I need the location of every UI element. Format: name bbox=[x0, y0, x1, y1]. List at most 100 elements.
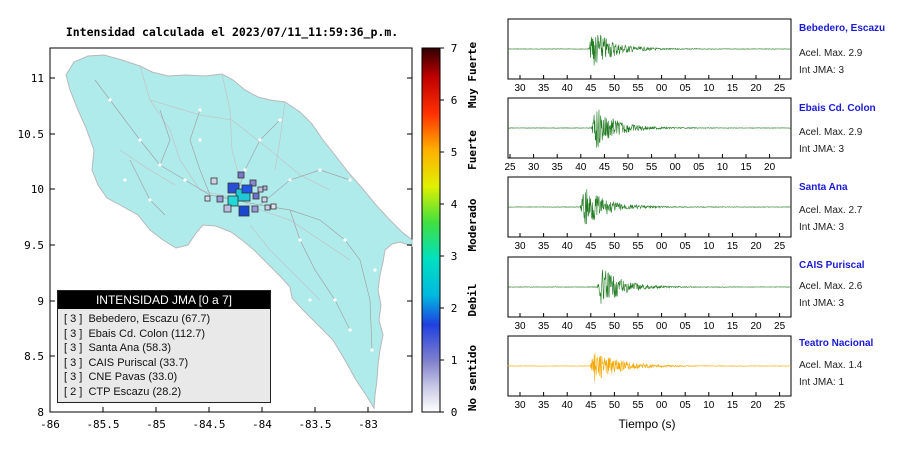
time-tick-label: 55 bbox=[632, 241, 644, 252]
colorbar-category-label: Muy Fuerte bbox=[466, 42, 479, 109]
city-markers bbox=[108, 98, 377, 352]
time-tick-label: 05 bbox=[680, 83, 692, 94]
time-tick-label: 20 bbox=[750, 83, 762, 94]
time-tick-label: 30 bbox=[514, 400, 526, 411]
station-accel: Acel. Max. 2.9 bbox=[799, 48, 863, 59]
time-tick-label: 50 bbox=[609, 83, 621, 94]
time-tick-label: 15 bbox=[740, 162, 752, 173]
map-y-tick-label: 9.5 bbox=[24, 239, 44, 252]
time-tick-label: 30 bbox=[514, 83, 526, 94]
time-tick-label: 40 bbox=[562, 241, 574, 252]
time-tick-label: 15 bbox=[727, 400, 739, 411]
colorbar-tick-label: 7 bbox=[451, 42, 458, 55]
map-x-tick-label: -83.5 bbox=[298, 418, 331, 431]
time-tick-label: 55 bbox=[632, 321, 644, 332]
colorbar-category-label: Debil bbox=[466, 283, 479, 316]
station-jma: Int JMA: 3 bbox=[799, 144, 845, 155]
time-tick-label: 35 bbox=[538, 83, 550, 94]
time-tick-label: 25 bbox=[774, 241, 786, 252]
waveform-trace bbox=[508, 34, 792, 66]
time-tick-label: 50 bbox=[622, 162, 634, 173]
legend-title: INTENSIDAD JMA [0 a 7] bbox=[58, 291, 270, 309]
colorbar-category-label: No sentido bbox=[466, 345, 479, 412]
seismogram-panel: 30 35 40 45 50 55 00 05 10 15 20 25 bbox=[507, 18, 792, 94]
time-tick-label: 05 bbox=[680, 321, 692, 332]
colorbar-tick-label: 1 bbox=[451, 354, 458, 367]
time-tick-label: 30 bbox=[528, 162, 540, 173]
time-tick-label: 40 bbox=[575, 162, 587, 173]
time-tick-label: 30 bbox=[514, 241, 526, 252]
time-tick-label: 45 bbox=[585, 400, 597, 411]
station-name: Bebedero, Escazu bbox=[799, 23, 886, 34]
intensity-cells bbox=[204, 171, 277, 217]
station-name: CAIS Puriscal bbox=[799, 260, 865, 271]
time-tick-label: 05 bbox=[680, 241, 692, 252]
time-tick-label: 25 bbox=[504, 162, 516, 173]
time-tick-label: 55 bbox=[646, 162, 658, 173]
time-tick-label: 15 bbox=[727, 241, 739, 252]
time-tick-label: 40 bbox=[562, 400, 574, 411]
costa-rica-land bbox=[65, 54, 413, 410]
time-tick-label: 20 bbox=[750, 400, 762, 411]
map-title: Intensidad calculada el 2023/07/11_11:59… bbox=[66, 25, 398, 40]
time-tick-label: 45 bbox=[585, 83, 597, 94]
map-y-tick-label: 8.5 bbox=[24, 350, 44, 363]
map-x-tick-label: -83 bbox=[358, 418, 378, 431]
time-tick-label: 25 bbox=[774, 83, 786, 94]
time-tick-label: 10 bbox=[703, 241, 715, 252]
map-x-axis: -86 -85.5 -85 -84.5 -84 -83.5 -83 bbox=[40, 407, 378, 431]
map-x-tick-label: -84 bbox=[252, 418, 272, 431]
time-tick-label: 25 bbox=[774, 400, 786, 411]
time-tick-label: 40 bbox=[562, 321, 574, 332]
intensity-legend: INTENSIDAD JMA [0 a 7] [ 3 ] Bebedero, E… bbox=[57, 290, 271, 403]
time-tick-label: 00 bbox=[656, 83, 668, 94]
station-name: Ebais Cd. Colon bbox=[799, 103, 876, 114]
station-jma: Int JMA: 1 bbox=[799, 377, 845, 388]
time-tick-label: 15 bbox=[727, 321, 739, 332]
legend-item: [ 3 ] CNE Pavas (33.0) bbox=[64, 371, 178, 383]
map-x-tick-label: -85 bbox=[146, 418, 166, 431]
legend-item: [ 3 ] Santa Ana (58.3) bbox=[64, 342, 172, 354]
station-accel: Acel. Max. 2.9 bbox=[799, 127, 863, 138]
time-tick-label: 20 bbox=[750, 241, 762, 252]
legend-item: [ 2 ] CTP Escazu (28.2) bbox=[64, 385, 182, 398]
waveform-trace bbox=[507, 189, 792, 225]
colorbar-tick-label: 3 bbox=[451, 250, 458, 263]
time-tick-label: 35 bbox=[538, 400, 550, 411]
waveform-trace bbox=[507, 352, 792, 382]
map-y-tick-label: 8 bbox=[37, 406, 44, 419]
time-axis-label: Tiempo (s) bbox=[619, 417, 676, 431]
map-x-tick-label: -84.5 bbox=[192, 418, 225, 431]
legend-item: [ 3 ] Ebais Cd. Colon (112.7) bbox=[64, 327, 206, 340]
colorbar: 0 1 2 3 4 5 6 7 No sentido Debil Moderado Fuerte Mu… bbox=[421, 42, 479, 419]
time-tick-label: 45 bbox=[599, 162, 611, 173]
seismogram-panel: 30 35 40 45 50 55 00 05 10 15 20 25 bbox=[507, 176, 792, 252]
time-tick-label: 05 bbox=[680, 400, 692, 411]
time-tick-label: 00 bbox=[656, 241, 668, 252]
time-tick-label: 15 bbox=[727, 83, 739, 94]
waveform-trace bbox=[508, 109, 792, 148]
seismogram-panel: 25 30 35 40 45 50 55 00 05 10 15 20 bbox=[504, 97, 792, 173]
map-y-tick-label: 11 bbox=[31, 72, 44, 85]
time-tick-label: 10 bbox=[717, 162, 729, 173]
station-jma: Int JMA: 3 bbox=[799, 298, 845, 309]
time-tick-label: 10 bbox=[703, 321, 715, 332]
seismogram-panels: 30 35 40 45 50 55 00 05 10 15 20 25 25 30 35 40 45 50 55 00… bbox=[504, 18, 792, 411]
time-tick-label: 00 bbox=[656, 321, 668, 332]
time-tick-label: 30 bbox=[514, 321, 526, 332]
time-tick-label: 45 bbox=[585, 241, 597, 252]
time-tick-label: 00 bbox=[670, 162, 682, 173]
colorbar-category-label: Moderado bbox=[466, 198, 479, 251]
time-tick-label: 55 bbox=[632, 400, 644, 411]
colorbar-category-label: Fuerte bbox=[466, 130, 479, 170]
time-tick-label: 05 bbox=[693, 162, 705, 173]
time-tick-label: 45 bbox=[585, 321, 597, 332]
time-tick-label: 55 bbox=[632, 83, 644, 94]
station-name: Teatro Nacional bbox=[799, 338, 874, 349]
time-tick-label: 35 bbox=[552, 162, 564, 173]
map-y-tick-label: 10 bbox=[31, 183, 44, 196]
colorbar-tick-label: 4 bbox=[451, 198, 458, 211]
time-tick-label: 20 bbox=[750, 321, 762, 332]
map-y-tick-label: 9 bbox=[37, 295, 44, 308]
time-tick-label: 50 bbox=[609, 241, 621, 252]
